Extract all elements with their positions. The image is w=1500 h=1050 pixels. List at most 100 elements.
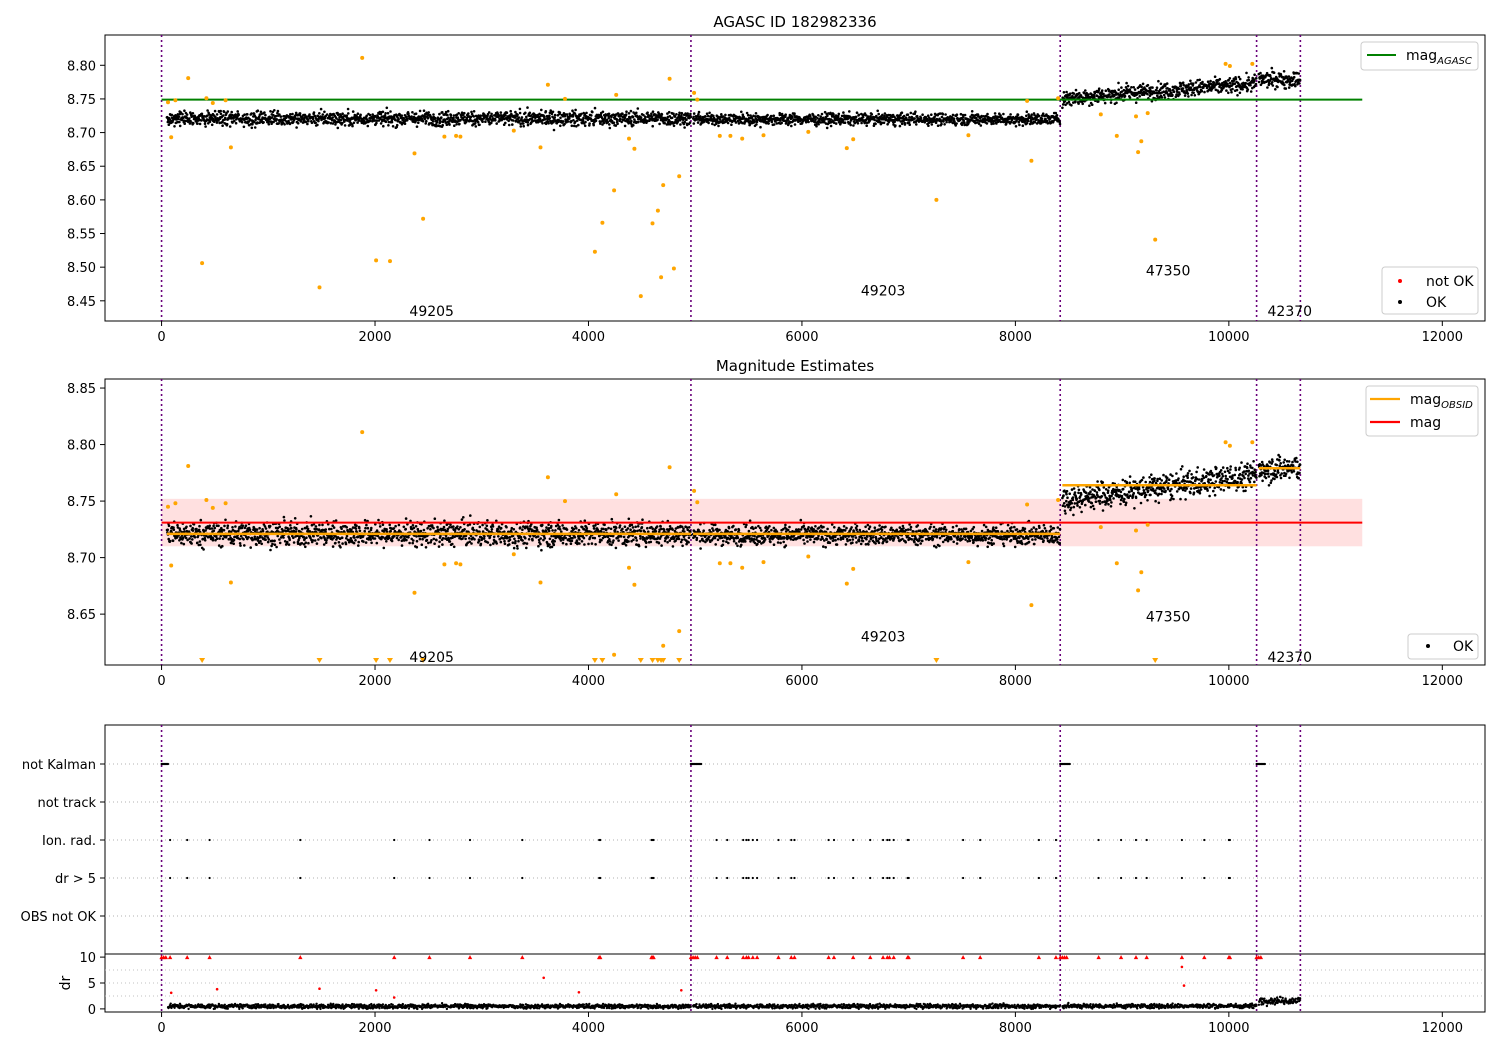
ok-point <box>1209 79 1212 83</box>
ok-point <box>317 538 320 541</box>
ok-point <box>610 517 614 521</box>
ok-point <box>344 542 348 546</box>
ok-point <box>578 538 581 541</box>
ok-point <box>387 120 391 124</box>
ok-point <box>213 526 217 530</box>
ok-point <box>402 525 406 529</box>
ok-point <box>352 121 356 125</box>
ok-point <box>629 109 633 113</box>
ok-point <box>206 109 209 112</box>
ok-point <box>273 109 276 112</box>
ok-point <box>366 526 370 530</box>
ok-point <box>335 117 338 120</box>
ok-point <box>568 117 571 120</box>
ok-point <box>172 526 175 529</box>
ok-point <box>770 120 774 124</box>
ok-point <box>1025 114 1028 118</box>
ok-point <box>455 123 458 126</box>
ok-point <box>558 111 562 114</box>
ok-point <box>1270 81 1274 84</box>
flagged-point <box>659 275 664 280</box>
ok-point <box>1172 90 1176 94</box>
ok-point <box>614 546 618 550</box>
ok-point <box>658 122 661 126</box>
ok-point <box>504 114 507 117</box>
flagged-point <box>442 134 447 139</box>
ok-point <box>689 112 692 116</box>
ok-point <box>670 116 674 120</box>
ok-point <box>629 528 632 531</box>
ok-point <box>516 113 519 117</box>
ok-point <box>462 516 465 519</box>
ok-point <box>400 114 404 117</box>
ok-point <box>646 111 649 114</box>
ok-point <box>253 120 256 124</box>
ok-point <box>234 525 237 528</box>
y-tick-label: 8.55 <box>67 228 96 243</box>
ok-point <box>826 114 829 117</box>
ok-point <box>570 124 574 128</box>
flagged-point <box>671 266 676 271</box>
ok-point <box>199 543 202 547</box>
ok-point <box>233 119 236 123</box>
agasc-chart-title: AGASC ID 182982336 <box>713 13 876 31</box>
flagged-point <box>210 101 215 105</box>
ok-point <box>459 118 462 122</box>
ok-point <box>436 525 439 529</box>
ok-point <box>619 535 623 538</box>
ok-point <box>463 111 466 115</box>
ok-point <box>1132 86 1135 89</box>
ok-point <box>1284 87 1288 90</box>
ok-point <box>1186 92 1190 95</box>
ok-point <box>602 527 605 531</box>
ok-point <box>357 540 361 544</box>
ok-point <box>1231 87 1234 91</box>
ok-point <box>952 117 956 120</box>
ok-point <box>453 124 456 127</box>
ok-point <box>289 524 292 527</box>
ok-point <box>651 527 654 530</box>
ok-point <box>574 108 577 112</box>
ok-point <box>226 524 230 527</box>
ok-point <box>200 114 204 117</box>
ok-point <box>222 114 225 117</box>
ok-point <box>337 541 341 544</box>
ok-point <box>321 523 324 527</box>
ok-point <box>198 540 202 543</box>
ok-point <box>392 527 396 530</box>
flagged-point <box>934 197 939 202</box>
ok-point <box>202 548 205 551</box>
ok-point <box>381 523 385 526</box>
ok-point <box>219 109 222 113</box>
ok-point <box>603 523 606 527</box>
ok-point <box>246 113 249 116</box>
flagged-point <box>1114 133 1119 138</box>
ok-point <box>379 117 382 121</box>
ok-point <box>518 107 522 111</box>
flagged-point <box>388 259 392 264</box>
ok-point <box>273 543 277 546</box>
ok-point <box>1065 90 1068 94</box>
ok-point <box>692 115 695 119</box>
y-tick-label: 8.80 <box>67 439 96 454</box>
ok-point <box>486 541 490 544</box>
ok-point <box>930 113 933 116</box>
legend-label: OK <box>1426 295 1447 311</box>
ok-point <box>219 112 223 116</box>
ok-point <box>422 528 426 532</box>
ok-point <box>190 542 193 545</box>
ok-point <box>656 118 659 121</box>
ok-point <box>314 525 318 528</box>
ok-point <box>1054 111 1058 115</box>
ok-point <box>291 112 294 116</box>
ok-point <box>471 120 475 123</box>
ok-point <box>1213 75 1217 78</box>
ok-point <box>1108 93 1111 96</box>
ok-point <box>189 524 192 528</box>
ok-point <box>563 122 566 126</box>
ok-point <box>299 120 303 123</box>
flagged-point <box>632 146 637 151</box>
y-tick-label: 8.80 <box>67 59 96 74</box>
ok-point <box>706 114 710 118</box>
ok-point <box>784 113 787 116</box>
